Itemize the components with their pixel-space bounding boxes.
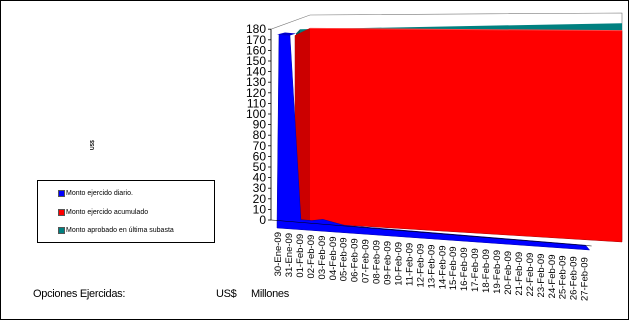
footer-unit: Millones bbox=[251, 288, 289, 300]
footer-currency: US$ bbox=[216, 288, 237, 300]
x-tick-label: 05-Feb-09 bbox=[339, 237, 350, 281]
x-tick-label: 18-Feb-09 bbox=[481, 249, 492, 293]
x-tick-label: 14-Feb-09 bbox=[437, 246, 448, 290]
legend-label-approved: Monto aprobado en última subasta bbox=[66, 227, 174, 234]
y-tick-label: 130 bbox=[246, 75, 266, 89]
x-tick-label: 24-Feb-09 bbox=[547, 255, 558, 299]
y-tick-label: 30 bbox=[253, 181, 267, 195]
x-axis-line bbox=[270, 219, 592, 247]
x-tick-label: 30-Ene-09 bbox=[273, 232, 284, 276]
x-tick-label: 01-Feb-09 bbox=[295, 234, 306, 278]
legend: Monto ejercido diario. Monto ejercido ac… bbox=[37, 180, 215, 243]
x-tick-label: 31-Ene-09 bbox=[284, 233, 295, 277]
series-accumulated-top-edge bbox=[309, 27, 623, 32]
x-tick-label: 17-Feb-09 bbox=[470, 248, 481, 292]
y-tick-label: 170 bbox=[246, 33, 266, 47]
y-tick-label: 0 bbox=[259, 213, 266, 227]
y-tick-label: 160 bbox=[246, 43, 266, 57]
legend-item-accumulated: Monto ejercido acumulado bbox=[58, 209, 148, 216]
y-axis-label: US$ bbox=[90, 140, 96, 150]
x-tick-label: 07-Feb-09 bbox=[361, 239, 372, 283]
x-tick-label: 23-Feb-09 bbox=[536, 254, 547, 298]
x-tick-label: 12-Feb-09 bbox=[415, 244, 426, 288]
x-tick-label: 25-Feb-09 bbox=[558, 255, 569, 299]
series-accumulated-side bbox=[295, 28, 310, 223]
x-tick-label: 02-Feb-09 bbox=[306, 235, 317, 279]
x-tick-label: 22-Feb-09 bbox=[525, 253, 536, 297]
y-tick-label: 110 bbox=[247, 96, 266, 110]
x-tick-label: 09-Feb-09 bbox=[383, 241, 394, 285]
x-tick-label: 06-Feb-09 bbox=[350, 238, 361, 282]
legend-label-accumulated: Monto ejercido acumulado bbox=[66, 209, 149, 216]
y-tick-label: 180 bbox=[246, 22, 266, 36]
x-tick-label: 27-Feb-09 bbox=[580, 257, 591, 301]
legend-swatch-approved bbox=[58, 227, 65, 234]
legend-swatch-daily bbox=[58, 190, 65, 197]
y-tick-label: 40 bbox=[253, 171, 267, 185]
x-tick-label: 04-Feb-09 bbox=[328, 237, 339, 281]
x-tick-label: 03-Feb-09 bbox=[317, 236, 328, 280]
legend-item-approved: Monto aprobado en última subasta bbox=[58, 227, 174, 234]
x-tick-label: 15-Feb-09 bbox=[448, 246, 459, 290]
x-tick-label: 13-Feb-09 bbox=[426, 245, 437, 289]
footer-label: Opciones Ejercidas: bbox=[33, 288, 126, 300]
y-tick-label: 80 bbox=[253, 128, 267, 142]
y-tick-label: 90 bbox=[253, 118, 267, 132]
y-tick-label: 100 bbox=[246, 107, 266, 121]
x-tick-label: 26-Feb-09 bbox=[569, 256, 580, 300]
x-tick-label: 08-Feb-09 bbox=[372, 240, 383, 284]
x-tick-label: 10-Feb-09 bbox=[393, 242, 404, 286]
y-tick-label: 60 bbox=[253, 149, 267, 163]
series-accumulated-area bbox=[294, 28, 623, 243]
y-tick-label: 150 bbox=[246, 54, 266, 68]
x-tick-label: 19-Feb-09 bbox=[492, 250, 503, 294]
y-tick-label: 10 bbox=[253, 202, 267, 216]
series-daily-area bbox=[276, 34, 591, 251]
y-tick-label: 20 bbox=[253, 192, 267, 206]
y-tick-label: 140 bbox=[246, 65, 266, 79]
x-tick-label: 11-Feb-09 bbox=[404, 243, 415, 286]
x-tick-label: 16-Feb-09 bbox=[459, 247, 470, 291]
x-tick-label: 21-Feb-09 bbox=[514, 252, 525, 296]
legend-label-daily: Monto ejercido diario. bbox=[66, 190, 133, 197]
y-tick-label: 120 bbox=[246, 86, 266, 100]
y-tick-label: 70 bbox=[253, 139, 267, 153]
legend-item-daily: Monto ejercido diario. bbox=[58, 190, 133, 197]
x-tick-label: 20-Feb-09 bbox=[503, 251, 514, 295]
legend-swatch-accumulated bbox=[58, 209, 65, 216]
series-daily-top bbox=[277, 32, 296, 36]
y-tick-label: 50 bbox=[253, 160, 267, 174]
